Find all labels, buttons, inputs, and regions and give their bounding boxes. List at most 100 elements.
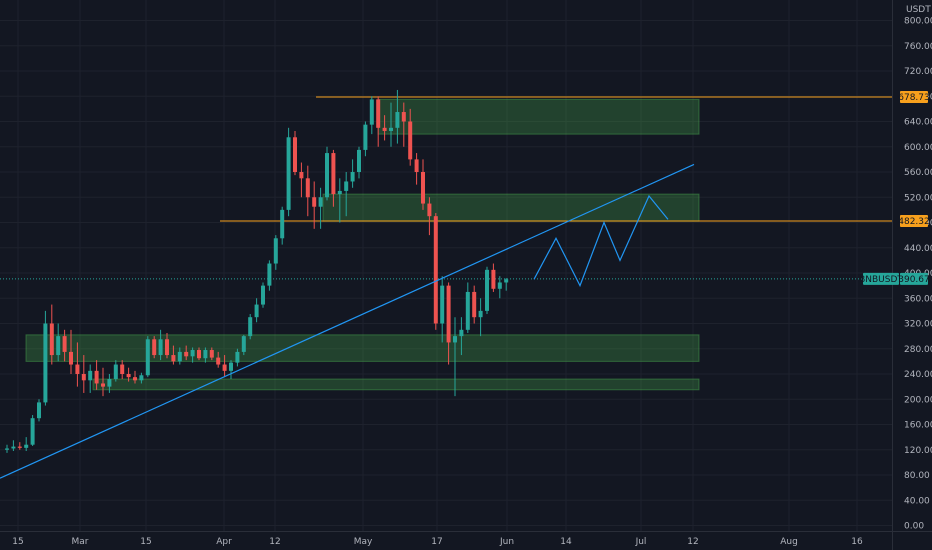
- candle-body: [389, 127, 393, 131]
- y-tick-label: 760.00: [904, 42, 932, 52]
- y-tick-label: 320.00: [904, 320, 932, 330]
- candle-body: [433, 216, 438, 324]
- candle-body: [11, 446, 16, 449]
- y-tick-label: 360.00: [904, 294, 932, 304]
- price-tag-bg: [900, 272, 928, 285]
- candle-body: [299, 172, 304, 179]
- candle-body: [75, 364, 80, 374]
- x-tick-label: May: [354, 537, 373, 547]
- candle-body: [5, 448, 9, 450]
- candle-body: [120, 364, 125, 374]
- candle-body: [177, 351, 182, 362]
- candle-body: [363, 124, 368, 150]
- y-tick-label: 120.00: [904, 446, 932, 456]
- candle-body: [261, 285, 265, 305]
- candle-body: [88, 370, 93, 381]
- candle-body: [401, 112, 406, 122]
- candle-body: [158, 339, 163, 356]
- y-tick-label: 280.00: [904, 345, 932, 355]
- zone-rect: [377, 98, 700, 135]
- x-tick-label: Jun: [499, 537, 514, 547]
- x-tick-label: 14: [560, 537, 572, 547]
- candle-body: [139, 375, 144, 381]
- candle-body: [446, 285, 451, 343]
- candle-body: [49, 323, 54, 356]
- candle-body: [369, 99, 374, 125]
- candle-body: [408, 121, 413, 160]
- y-tick-label: 160.00: [904, 421, 932, 431]
- price-tag-label: BNBUSDT: [859, 275, 903, 285]
- candle-body: [171, 355, 176, 362]
- candle-body: [254, 304, 259, 318]
- zone-rect: [92, 378, 700, 391]
- chart-grid: [0, 0, 892, 531]
- candle-body: [69, 351, 73, 365]
- candle-body: [235, 351, 240, 363]
- y-tick-label: 640.00: [904, 118, 932, 128]
- candle-body: [344, 181, 349, 191]
- time-axis[interactable]: 15 Mar 15 Apr 12 May 17 Jun 14 Jul 12 Aug 16: [0, 531, 932, 548]
- candle-body: [81, 374, 86, 381]
- candle-body: [216, 357, 221, 365]
- price-tag-bg: [900, 91, 928, 104]
- currency-label: USDT: [906, 5, 931, 15]
- y-tick-label: 0.00: [904, 522, 924, 532]
- price-tag-bg: [900, 215, 928, 228]
- x-tick-label: Mar: [72, 537, 89, 547]
- candle-body: [126, 374, 131, 378]
- x-tick-label: Apr: [216, 537, 232, 547]
- candle-body: [30, 418, 35, 445]
- x-tick-label: Aug: [780, 537, 798, 547]
- candle-body: [453, 336, 457, 343]
- candle-body: [197, 350, 201, 359]
- candle-body: [318, 197, 323, 207]
- candle-body: [107, 379, 112, 387]
- projection-path: [533, 194, 669, 288]
- candle-body: [273, 238, 278, 264]
- x-tick-label: 12: [687, 537, 698, 547]
- price-tag-label: 390.67: [898, 275, 930, 285]
- candle-body: [17, 446, 22, 448]
- candle-body: [357, 149, 361, 172]
- candle-body: [465, 291, 470, 330]
- x-tick-label: 17: [431, 537, 442, 547]
- candle-body: [190, 350, 195, 357]
- y-tick-label: 80.00: [904, 471, 930, 481]
- x-tick-label: 15: [12, 537, 23, 547]
- candle-body: [24, 444, 29, 448]
- candle-body: [305, 178, 310, 198]
- candle-body: [101, 383, 105, 387]
- candle-body: [248, 317, 253, 337]
- candle-body: [145, 339, 150, 376]
- candle-body: [421, 172, 425, 204]
- candle-body: [497, 282, 502, 289]
- candle-body: [203, 350, 208, 359]
- y-tick-label: 200.00: [904, 395, 932, 405]
- y-tick-label: 240.00: [904, 370, 932, 380]
- y-tick-label: 720.00: [904, 67, 932, 77]
- y-tick-label: 560.00: [904, 168, 932, 178]
- drawing-tools: [0, 163, 695, 479]
- candle-body: [209, 350, 214, 358]
- candle-body: [376, 99, 381, 128]
- candle-body: [395, 112, 400, 128]
- horizontal-price-lines: [0, 96, 892, 280]
- candle-body: [427, 203, 432, 217]
- candle-body: [133, 377, 137, 381]
- candle-body: [113, 364, 118, 380]
- candle-body: [504, 279, 509, 283]
- candle-body: [337, 190, 342, 195]
- candle-body: [382, 127, 387, 131]
- candle-body: [331, 153, 336, 195]
- y-tick-label: 600.00: [904, 143, 932, 153]
- candle-body: [293, 137, 297, 172]
- y-tick-label: 40.00: [904, 496, 930, 506]
- candle-body: [222, 364, 227, 371]
- trendline: [0, 163, 695, 479]
- price-tag-bg: [863, 272, 899, 285]
- candle-body: [184, 351, 189, 357]
- x-tick-label: 15: [140, 537, 151, 547]
- candle-body: [37, 402, 41, 419]
